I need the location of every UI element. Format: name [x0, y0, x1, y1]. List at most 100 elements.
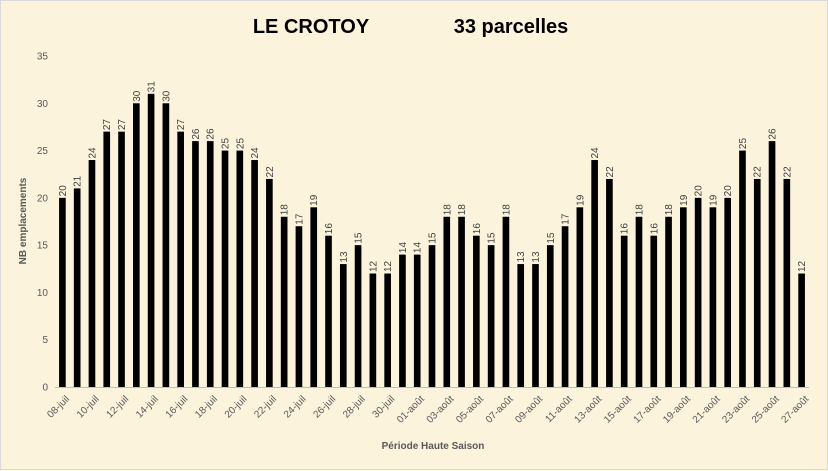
- data-label: 16: [649, 223, 660, 235]
- x-tick-label: 22-juil: [252, 394, 279, 421]
- data-label: 17: [294, 213, 305, 225]
- data-label: 27: [102, 119, 113, 131]
- data-label: 13: [339, 251, 350, 263]
- bar: [709, 207, 717, 387]
- x-tick-label: 03-août: [425, 394, 457, 426]
- bar: [221, 150, 229, 387]
- bar: [118, 131, 125, 387]
- y-axis: 0 5 10 15 20 25 30 35: [37, 52, 49, 394]
- data-label: 31: [147, 81, 158, 93]
- bar: [502, 216, 510, 387]
- data-label: 16: [472, 223, 483, 235]
- x-tick-label: 01-août: [395, 394, 427, 426]
- data-label: 18: [634, 204, 645, 216]
- x-tick-label: 16-juil: [164, 394, 191, 421]
- data-label: 24: [590, 147, 601, 159]
- data-label: 19: [575, 194, 586, 206]
- bar: [147, 93, 155, 387]
- bar: [591, 160, 598, 387]
- bar: [561, 226, 569, 387]
- bar: [103, 131, 111, 387]
- data-label: 26: [768, 128, 779, 140]
- data-label: 18: [664, 204, 675, 216]
- data-label: 30: [132, 90, 143, 102]
- bar: [88, 160, 96, 387]
- bar: [236, 150, 244, 387]
- data-label: 25: [221, 138, 232, 150]
- x-tick-label: 14-juil: [134, 394, 161, 421]
- bar: [339, 264, 347, 387]
- x-tick-label: 27-août: [779, 394, 811, 426]
- data-label: 30: [161, 90, 172, 102]
- bar: [177, 131, 184, 387]
- data-label: 19: [708, 194, 719, 206]
- data-label: 27: [176, 119, 187, 131]
- x-axis-title: Période Haute Saison: [382, 441, 485, 452]
- bar: [620, 235, 628, 387]
- x-tick-label: 10-juil: [75, 394, 102, 421]
- bar: [354, 245, 362, 387]
- chart-title-left: LE CROTOY: [253, 16, 370, 38]
- x-tick-label: 23-août: [720, 394, 752, 426]
- x-tick-label: 25-août: [750, 394, 782, 426]
- bar: [783, 178, 791, 387]
- bar: [132, 103, 140, 388]
- bar: [650, 235, 658, 387]
- x-tick-label: 07-août: [484, 394, 516, 426]
- data-label: 15: [546, 232, 557, 244]
- x-tick-label: 26-juil: [312, 394, 339, 421]
- data-label: 15: [487, 232, 498, 244]
- data-label: 13: [516, 251, 527, 263]
- data-label: 15: [428, 232, 439, 244]
- x-tick-label: 19-août: [661, 394, 693, 426]
- data-label: 25: [235, 138, 246, 150]
- bar: [473, 235, 480, 387]
- bar: [369, 273, 377, 387]
- bar: [280, 216, 288, 387]
- bar: [546, 245, 554, 387]
- y-tick-label: 15: [37, 241, 49, 252]
- data-label: 22: [782, 166, 793, 178]
- bar: [428, 245, 436, 387]
- bar: [724, 197, 732, 387]
- data-label: 18: [501, 204, 512, 216]
- chart-title-right: 33 parcelles: [454, 16, 569, 38]
- data-label: 12: [797, 260, 808, 272]
- bar: [384, 273, 391, 387]
- bar: [635, 216, 643, 387]
- x-tick-label: 13-août: [573, 394, 605, 426]
- x-tick-label: 30-juil: [371, 394, 398, 421]
- bar: [665, 216, 672, 387]
- bar: [413, 254, 421, 387]
- bar: [576, 207, 584, 387]
- x-tick-label: 11-août: [543, 394, 574, 425]
- data-label: 19: [679, 194, 690, 206]
- y-tick-label: 25: [37, 146, 49, 157]
- data-label: 16: [620, 223, 631, 235]
- data-label: 13: [531, 251, 542, 263]
- bar: [206, 141, 214, 387]
- bar: [192, 141, 199, 387]
- data-label: 15: [354, 232, 365, 244]
- bar: [266, 178, 273, 387]
- x-tick-label: 09-août: [513, 394, 545, 426]
- x-tick-label: 21-août: [691, 394, 723, 426]
- y-tick-label: 20: [37, 193, 49, 204]
- data-label: 25: [738, 138, 749, 150]
- bar: [443, 216, 451, 387]
- y-tick-label: 30: [37, 99, 49, 110]
- bar: [487, 245, 495, 387]
- bar: [251, 160, 258, 387]
- data-label: 26: [206, 128, 217, 140]
- bar: [753, 178, 761, 387]
- data-label: 24: [87, 147, 98, 159]
- data-label: 17: [561, 213, 572, 225]
- y-tick-label: 5: [42, 335, 48, 346]
- bar: [458, 216, 465, 387]
- bar: [768, 141, 776, 387]
- data-label: 12: [383, 260, 394, 272]
- data-label: 20: [694, 185, 705, 197]
- bar: [310, 207, 318, 387]
